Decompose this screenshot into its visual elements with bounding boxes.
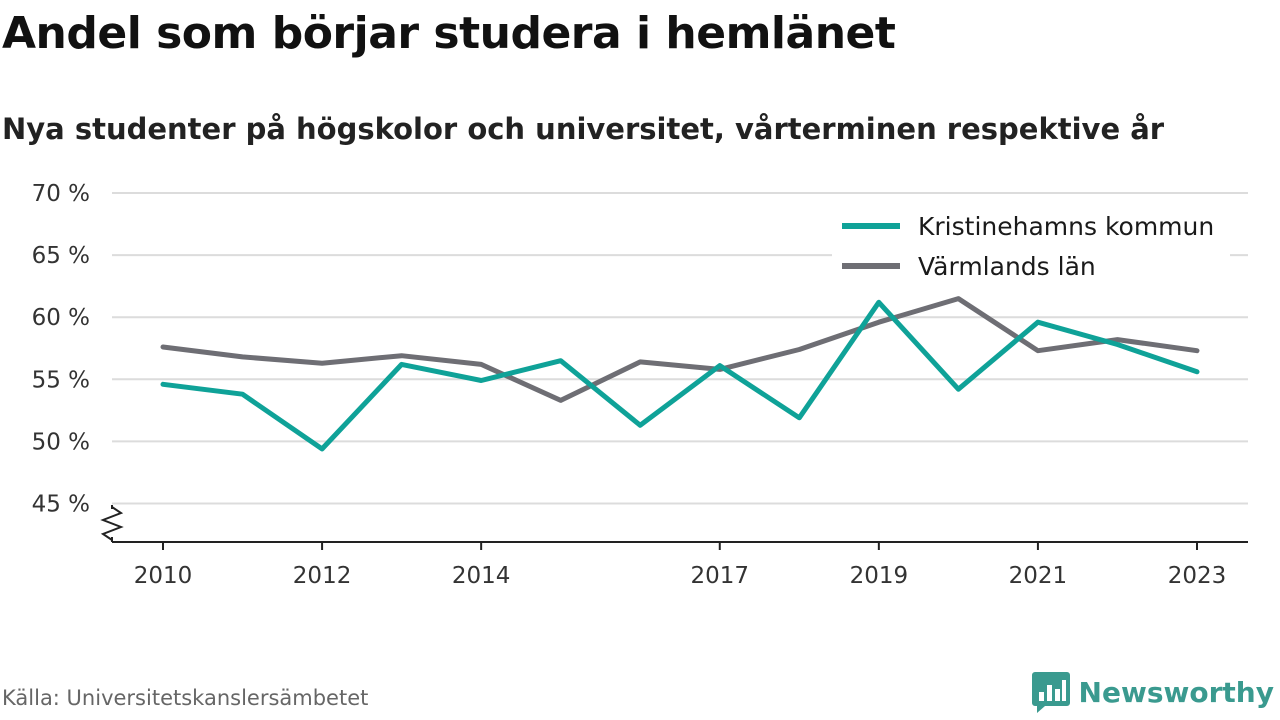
series-line-varmland [160,296,1200,403]
x-tick-label: 2017 [690,563,749,589]
x-tick-label: 2012 [293,563,352,589]
y-tick-label: 50 % [32,429,90,455]
brand[interactable]: Newsworthy [1031,672,1274,713]
x-tick-label: 2019 [850,563,909,589]
brand-name: Newsworthy [1078,675,1274,709]
x-tick-label: 2023 [1168,563,1227,589]
grid-lines [112,192,1248,505]
legend: Kristinehamns kommun Värmlands län [832,204,1230,292]
line-chart: 45 % 50 % 55 % 60 % 65 % 70 % 2010 2012 2014 2017… [32,181,1248,589]
legend-background [832,204,1230,292]
x-tick-label: 2021 [1009,563,1068,589]
y-tick-label: 60 % [32,305,90,331]
newsworthy-logo-icon [1031,672,1070,713]
chart-title: Andel som börjar studera i hemlänet [2,8,896,59]
legend-label: Värmlands län [918,252,1096,281]
chart-subtitle: Nya studenter på högskolor och universit… [2,112,1165,146]
x-tick-label: 2014 [452,563,511,589]
y-tick-label: 55 % [32,367,90,393]
x-tick-label: 2010 [134,563,193,589]
series-line-kristinehamn [160,299,1200,452]
series-lines [160,296,1200,452]
source-note: Källa: Universitetskanslersämbetet [2,686,369,710]
axes: 45 % 50 % 55 % 60 % 65 % 70 % 2010 2012 2014 2017… [32,181,1248,589]
y-tick-label: 70 % [32,181,90,207]
y-axis-break-icon [100,506,124,541]
legend-label: Kristinehamns kommun [918,212,1214,241]
y-tick-label: 65 % [32,243,90,269]
y-tick-label: 45 % [32,492,90,518]
